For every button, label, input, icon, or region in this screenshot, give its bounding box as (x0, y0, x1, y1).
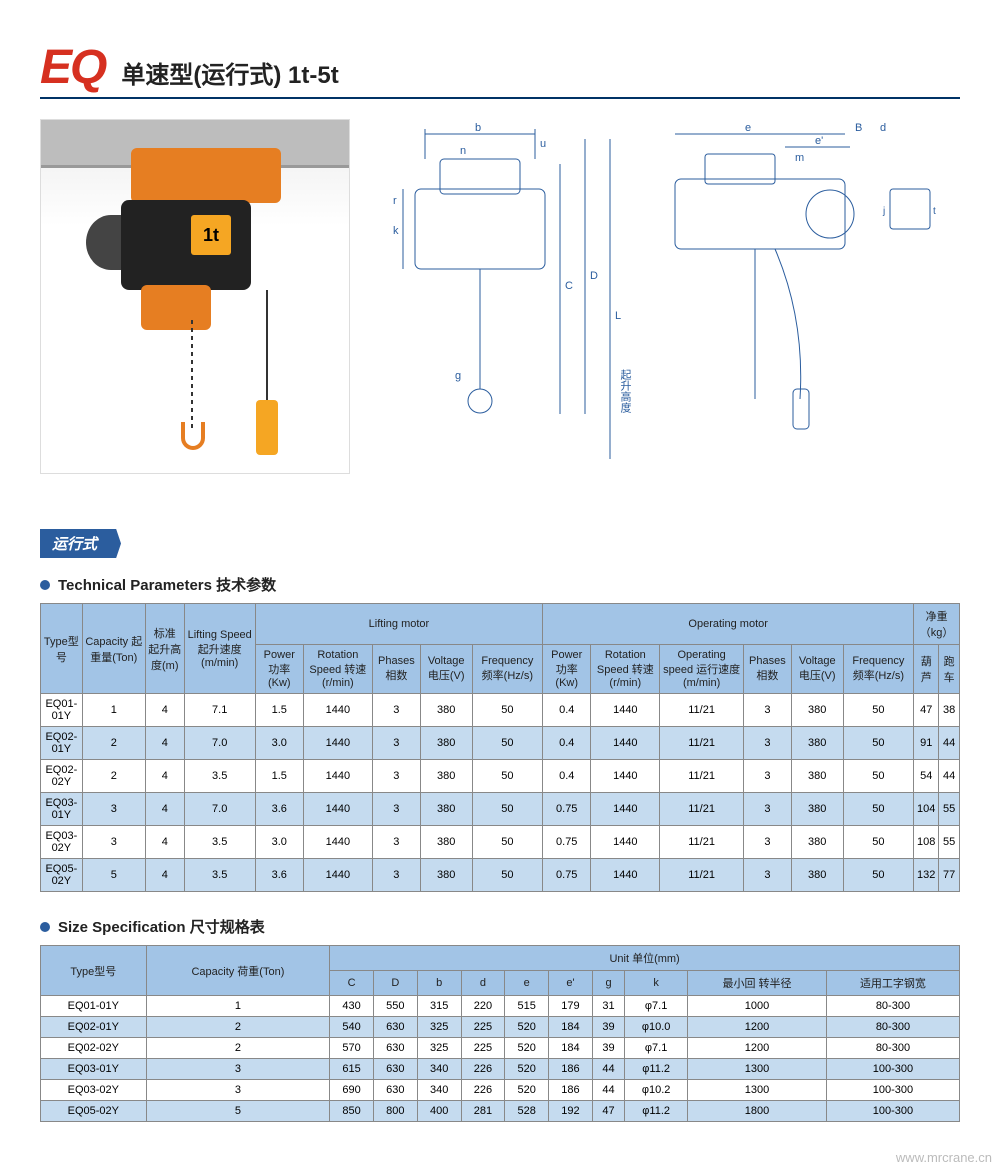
size-specification-table: Type型号 Capacity 荷重(Ton) Unit 单位(mm) CDbd… (40, 945, 960, 1122)
title-chinese: 单速型(运行式) 1t-5t (121, 55, 338, 90)
table-row: EQ02-02Y243.51.514403380500.4144011/2133… (41, 760, 960, 793)
table-row: EQ03-01Y347.03.614403380500.75144011/213… (41, 793, 960, 826)
product-photo: 1t (40, 119, 350, 474)
technical-diagram: b n u k r C D L 起升高度 g (370, 119, 960, 479)
svg-text:r: r (393, 195, 397, 207)
table-row: EQ05-02Y585080040028152819247φ11.2180010… (41, 1101, 960, 1122)
table-row: EQ02-02Y257063032522552018439φ7.1120080-… (41, 1038, 960, 1059)
svg-text:g: g (455, 370, 461, 382)
svg-text:e: e (745, 122, 751, 134)
svg-text:起升高度: 起升高度 (619, 369, 632, 414)
svg-text:e': e' (815, 135, 823, 147)
table-row: EQ03-01Y361563034022652018644φ11.2130010… (41, 1059, 960, 1080)
svg-text:n: n (460, 145, 466, 157)
svg-text:m: m (795, 152, 804, 164)
svg-text:d: d (880, 122, 886, 134)
svg-text:L: L (615, 310, 621, 322)
product-capacity-label: 1t (191, 215, 231, 255)
table-row: EQ02-01Y254063032522552018439φ10.0120080… (41, 1017, 960, 1038)
svg-text:t: t (933, 206, 936, 217)
watermark: www.mrcrane.cn (0, 1142, 1000, 1169)
section-label: 运行式 (40, 529, 121, 558)
technical-parameters-table: Type型号 Capacity 起重量(Ton) 标准 起升高度(m) Lift… (40, 603, 960, 892)
table-row: EQ03-02Y343.53.014403380500.75144011/213… (41, 826, 960, 859)
table-row: EQ02-01Y247.03.014403380500.4144011/2133… (41, 727, 960, 760)
table-row: EQ03-02Y369063034022652018644φ10.2130010… (41, 1080, 960, 1101)
bullet-icon (40, 580, 50, 590)
bullet-icon (40, 922, 50, 932)
logo-text: EQ (40, 40, 105, 95)
svg-text:C: C (565, 280, 573, 292)
svg-text:j: j (882, 206, 885, 217)
svg-text:u: u (540, 138, 546, 150)
svg-text:D: D (590, 270, 598, 282)
table-row: EQ05-02Y543.53.614403380500.75144011/213… (41, 859, 960, 892)
table-row: EQ01-01Y147.11.514403380500.4144011/2133… (41, 694, 960, 727)
svg-text:B: B (855, 122, 862, 134)
size-spec-title: Size Specification 尺寸规格表 (58, 916, 265, 937)
title-bar: EQ 单速型(运行式) 1t-5t (40, 40, 960, 99)
svg-text:k: k (393, 225, 399, 237)
tech-params-title: Technical Parameters 技术参数 (58, 574, 276, 595)
table-row: EQ01-01Y143055031522051517931φ7.1100080-… (41, 996, 960, 1017)
svg-text:b: b (475, 122, 481, 134)
